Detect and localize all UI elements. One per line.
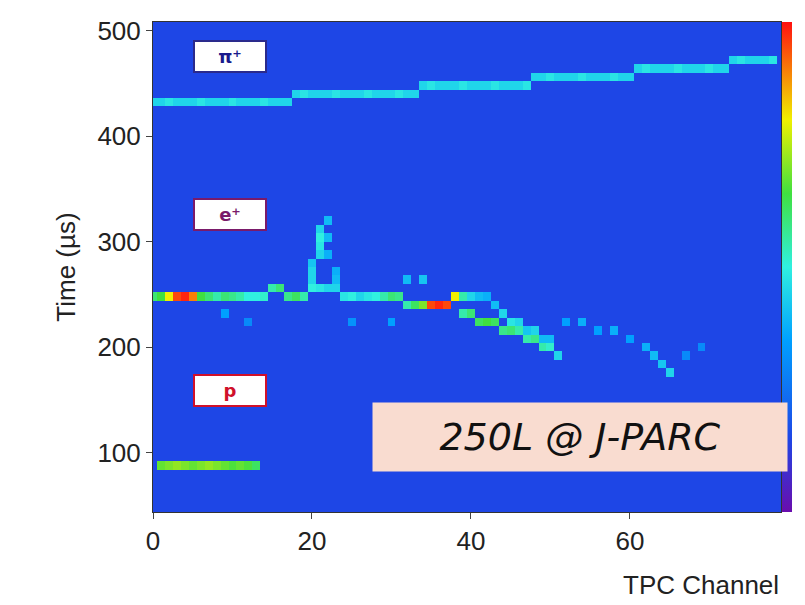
svg-text:200: 200 <box>97 332 140 362</box>
svg-text:40: 40 <box>457 526 486 556</box>
svg-text:500: 500 <box>97 16 140 46</box>
svg-text:250L @ J-PARC: 250L @ J-PARC <box>439 415 720 459</box>
svg-text:60: 60 <box>615 526 644 556</box>
svg-text:TPC Channel: TPC Channel <box>623 570 779 600</box>
svg-text:300: 300 <box>97 227 140 257</box>
svg-text:20: 20 <box>298 526 327 556</box>
svg-text:π⁺: π⁺ <box>218 46 242 67</box>
svg-text:e⁺: e⁺ <box>219 204 241 225</box>
svg-text:Time (µs): Time (µs) <box>51 212 81 321</box>
svg-text:400: 400 <box>97 121 140 151</box>
svg-text:100: 100 <box>97 438 140 468</box>
svg-text:0: 0 <box>146 526 160 556</box>
svg-text:p: p <box>224 380 237 401</box>
